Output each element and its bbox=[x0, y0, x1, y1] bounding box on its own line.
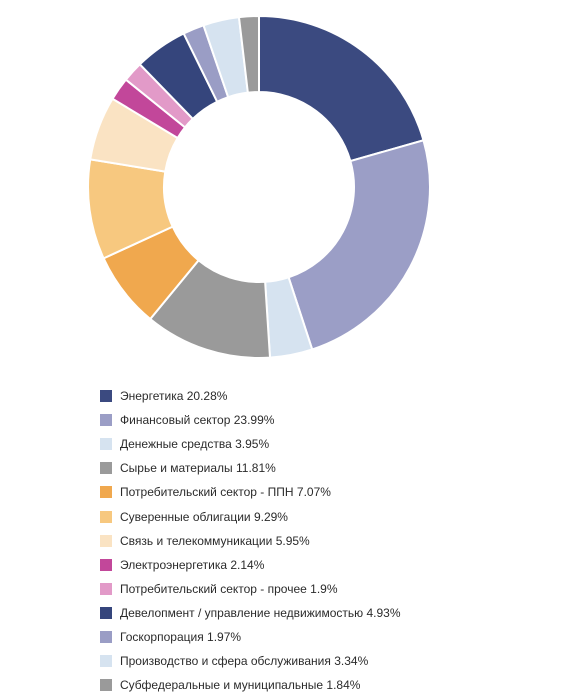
legend-swatch bbox=[100, 630, 112, 643]
legend-label-value: 5.95% bbox=[275, 533, 310, 548]
legend-label-name: Сырье и материалы bbox=[120, 461, 233, 476]
legend-item: Потребительский сектор - ППН 7.07% bbox=[100, 480, 401, 504]
legend-label-name: Субфедеральные и муниципальные bbox=[120, 678, 324, 693]
legend-swatch bbox=[100, 655, 112, 668]
legend-label-value: 9.29% bbox=[253, 509, 288, 524]
legend-label-name: Госкорпорация bbox=[120, 629, 204, 644]
legend-label: Потребительский сектор - прочее 1.9% bbox=[120, 582, 338, 596]
legend-label: Денежные средства 3.95% bbox=[120, 437, 269, 451]
legend-label: Госкорпорация 1.97% bbox=[120, 630, 241, 644]
legend-item: Суверенные облигации 9.29% bbox=[100, 504, 401, 528]
legend-swatch bbox=[100, 679, 112, 692]
legend-item: Финансовый сектор 23.99% bbox=[100, 408, 401, 432]
legend-label-value: 11.81% bbox=[235, 461, 276, 476]
legend-swatch bbox=[100, 582, 112, 595]
legend-swatch bbox=[100, 438, 112, 451]
legend-label: Финансовый сектор 23.99% bbox=[120, 413, 274, 427]
legend-item: Денежные средства 3.95% bbox=[100, 432, 401, 456]
legend-item: Производство и сфера обслуживания 3.34% bbox=[100, 649, 401, 673]
legend-label-value: 2.14% bbox=[230, 557, 265, 572]
legend-item: Субфедеральные и муниципальные 1.84% bbox=[100, 673, 401, 697]
donut-chart bbox=[87, 14, 431, 359]
legend-item: Сырье и материалы 11.81% bbox=[100, 456, 401, 480]
legend-item: Госкорпорация 1.97% bbox=[100, 625, 401, 649]
donut-slice-1 bbox=[258, 14, 425, 163]
legend-item: Девелопмент / управление недвижимостью 4… bbox=[100, 601, 401, 625]
legend-label-name: Девелопмент / управление недвижимостью bbox=[120, 605, 364, 620]
donut-slice-13 bbox=[237, 14, 260, 94]
legend-label-name: Потребительский сектор - прочее bbox=[120, 581, 307, 596]
legend-label-value: 3.34% bbox=[334, 654, 369, 669]
donut-slice-2 bbox=[287, 139, 431, 351]
legend-label: Энергетика 20.28% bbox=[120, 389, 227, 403]
legend-label: Девелопмент / управление недвижимостью 4… bbox=[120, 606, 401, 620]
legend-label-name: Денежные средства bbox=[120, 437, 232, 452]
legend-label-name: Финансовый сектор bbox=[120, 413, 231, 428]
legend-label-value: 20.28% bbox=[186, 389, 228, 404]
legend-label: Электроэнергетика 2.14% bbox=[120, 558, 264, 572]
legend-label: Производство и сфера обслуживания 3.34% bbox=[120, 654, 368, 668]
legend-swatch bbox=[100, 414, 112, 427]
legend-label: Сырье и материалы 11.81% bbox=[120, 461, 276, 475]
legend-label-value: 1.9% bbox=[310, 581, 338, 596]
legend-item: Потребительский сектор - прочее 1.9% bbox=[100, 577, 401, 601]
legend-swatch bbox=[100, 486, 112, 499]
legend-label-value: 4.93% bbox=[366, 605, 401, 620]
legend-label-value: 7.07% bbox=[296, 485, 331, 500]
legend-label: Субфедеральные и муниципальные 1.84% bbox=[120, 678, 360, 692]
legend-swatch bbox=[100, 606, 112, 619]
legend-label-name: Связь и телекоммуникации bbox=[120, 533, 273, 548]
legend-label: Суверенные облигации 9.29% bbox=[120, 510, 288, 524]
legend-swatch bbox=[100, 510, 112, 523]
legend-swatch bbox=[100, 390, 112, 403]
legend-label-value: 3.95% bbox=[235, 437, 270, 452]
legend-label-name: Потребительский сектор - ППН bbox=[120, 485, 294, 500]
legend-label-value: 1.97% bbox=[207, 629, 242, 644]
legend-item: Энергетика 20.28% bbox=[100, 384, 401, 408]
legend-label: Потребительский сектор - ППН 7.07% bbox=[120, 485, 331, 499]
legend-label-name: Производство и сфера обслуживания bbox=[120, 654, 331, 669]
legend-label-value: 23.99% bbox=[233, 413, 275, 428]
chart-legend: Энергетика 20.28% Финансовый сектор 23.99… bbox=[100, 384, 401, 697]
legend-swatch bbox=[100, 534, 112, 547]
legend-label-name: Суверенные облигации bbox=[120, 509, 251, 524]
legend-swatch bbox=[100, 462, 112, 475]
legend-label-name: Электроэнергетика bbox=[120, 557, 228, 572]
legend-item: Связь и телекоммуникации 5.95% bbox=[100, 529, 401, 553]
legend-label: Связь и телекоммуникации 5.95% bbox=[120, 534, 310, 548]
legend-label-value: 1.84% bbox=[326, 678, 361, 693]
legend-swatch bbox=[100, 558, 112, 571]
legend-item: Электроэнергетика 2.14% bbox=[100, 553, 401, 577]
legend-label-name: Энергетика bbox=[120, 389, 184, 404]
